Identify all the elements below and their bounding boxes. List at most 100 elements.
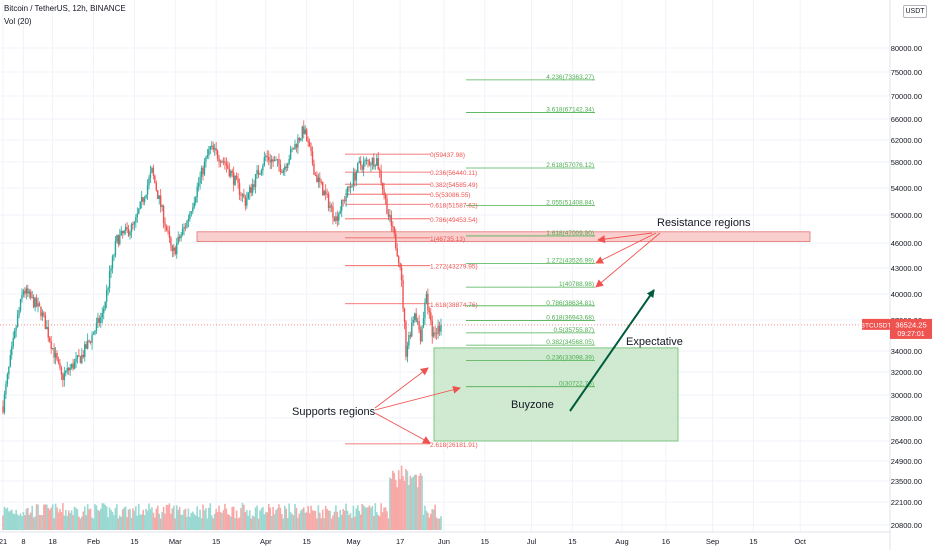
candle-body xyxy=(232,172,235,185)
volume-bar xyxy=(59,508,61,530)
volume-bar xyxy=(178,506,181,530)
volume-bar xyxy=(291,513,293,530)
volume-bar xyxy=(170,513,172,530)
candle-body xyxy=(202,167,204,175)
candle-body xyxy=(411,322,413,337)
currency-scale-button[interactable]: USDT xyxy=(903,5,927,18)
candle-body xyxy=(292,148,295,150)
volume-bar xyxy=(367,507,369,530)
candle-body xyxy=(241,194,244,196)
candle-body xyxy=(303,126,305,134)
candle-body xyxy=(22,290,25,295)
candle-body xyxy=(190,211,193,214)
x-tick-label: 15 xyxy=(130,537,138,546)
volume-bar xyxy=(9,510,12,530)
volume-bar xyxy=(206,518,209,530)
volume-bar xyxy=(18,515,20,530)
volume-bar xyxy=(250,518,252,530)
candle-body xyxy=(228,168,230,177)
volume-bar xyxy=(384,507,387,530)
candle-body xyxy=(68,368,70,371)
volume-bar xyxy=(48,509,51,530)
candle-body xyxy=(165,226,168,230)
volume-bar xyxy=(19,513,22,530)
candle-body xyxy=(129,231,131,236)
volume-bar xyxy=(31,505,33,530)
candle-body xyxy=(304,129,306,134)
candle-body xyxy=(416,321,419,323)
volume-bar xyxy=(40,515,42,530)
chart-title: Bitcoin / TetherUS, 12h, BINANCE xyxy=(4,4,126,13)
candle-body xyxy=(418,321,420,330)
candle-body xyxy=(301,126,303,139)
candle-body xyxy=(50,341,52,349)
candle-body xyxy=(262,165,264,171)
y-tick-label: 20800.00 xyxy=(891,521,922,530)
candle-body xyxy=(332,206,334,218)
volume-bar xyxy=(307,505,309,530)
volume-bar xyxy=(95,505,98,530)
volume-bar xyxy=(421,475,423,530)
candle-body xyxy=(54,353,57,358)
candle-body xyxy=(35,298,38,307)
volume-bar xyxy=(335,505,337,530)
candle-body xyxy=(81,354,83,363)
x-tick-label: Aug xyxy=(615,537,628,546)
candle-body xyxy=(92,333,95,335)
volume-bar xyxy=(260,508,263,530)
candle-body xyxy=(78,355,80,357)
candle-body xyxy=(373,157,375,167)
volume-bar xyxy=(308,513,311,530)
volume-bar xyxy=(219,512,222,530)
volume-bar xyxy=(228,514,231,530)
fib-retracement-label: 0.618(51587.62) xyxy=(430,202,478,209)
volume-indicator-label[interactable]: Vol (20) xyxy=(4,17,32,26)
volume-bar xyxy=(289,512,292,530)
fib-extension-label: 0.382(34568.05) xyxy=(546,339,594,346)
volume-bar xyxy=(91,517,93,530)
candle-body xyxy=(367,159,369,161)
candle-body xyxy=(246,198,248,206)
candle-body xyxy=(370,164,372,166)
candle-body xyxy=(278,159,280,165)
candle-body xyxy=(141,197,143,202)
candle-body xyxy=(310,146,312,152)
x-tick-label: May xyxy=(346,537,360,546)
volume-bar xyxy=(359,514,362,530)
volume-bar xyxy=(173,505,175,530)
candle-body xyxy=(63,372,66,380)
candle-body xyxy=(6,374,9,385)
volume-bar xyxy=(108,507,111,530)
volume-bar xyxy=(402,476,404,530)
candle-body xyxy=(316,175,318,182)
candle-body xyxy=(389,215,391,217)
candle-body xyxy=(94,330,96,334)
volume-bar xyxy=(85,515,88,530)
candle-body xyxy=(424,302,426,319)
candle-body xyxy=(230,171,232,177)
volume-bar xyxy=(435,517,438,530)
volume-bar xyxy=(265,512,267,530)
volume-bar xyxy=(368,505,371,530)
volume-bar xyxy=(73,506,76,530)
candle-body xyxy=(284,166,286,171)
volume-bar xyxy=(355,508,358,530)
resistance-zone[interactable] xyxy=(196,231,811,243)
volume-bar xyxy=(253,516,255,530)
volume-bar xyxy=(354,516,356,530)
buyzone-rect[interactable] xyxy=(433,347,679,442)
candle-body xyxy=(57,359,60,363)
volume-bar xyxy=(432,509,435,530)
volume-bar xyxy=(113,515,115,530)
volume-bar xyxy=(97,509,99,530)
volume-bar xyxy=(390,478,393,530)
volume-bar xyxy=(67,510,70,530)
volume-bar xyxy=(216,511,219,530)
y-tick-label: 75000.00 xyxy=(891,68,922,77)
candle-body xyxy=(8,366,10,375)
candle-body xyxy=(390,215,393,226)
volume-bar xyxy=(400,465,403,530)
candle-body xyxy=(395,233,397,249)
